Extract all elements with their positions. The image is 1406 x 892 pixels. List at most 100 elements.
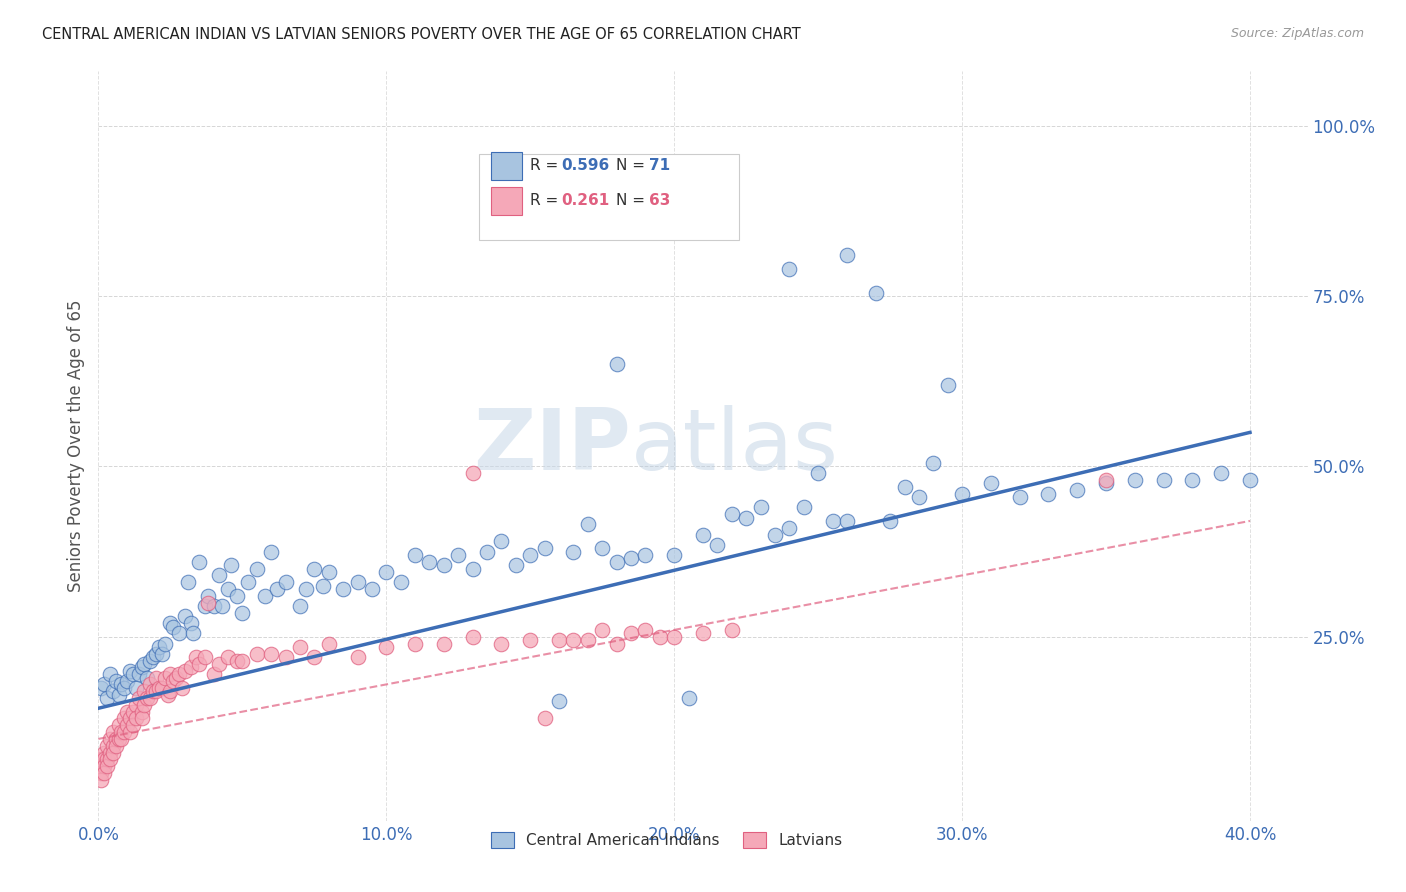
Point (156, 688, 179, 702)
Point (692, 527, 714, 541)
Point (131, 711, 153, 725)
Text: 0.261: 0.261 (561, 194, 610, 209)
Point (217, 650, 239, 665)
Point (110, 731, 132, 746)
Point (188, 657, 211, 671)
Point (389, 575, 412, 590)
Point (260, 544, 283, 558)
Point (183, 626, 205, 640)
Point (461, 561, 484, 575)
Point (145, 671, 167, 685)
Point (260, 647, 283, 661)
Point (1008, 490, 1031, 504)
Point (159, 684, 181, 698)
Point (1239, 473, 1261, 487)
Point (128, 667, 150, 681)
Point (778, 521, 800, 535)
Point (1095, 473, 1118, 487)
Point (231, 654, 253, 668)
Point (211, 599, 233, 613)
Point (664, 630, 686, 644)
Point (188, 555, 211, 569)
Point (194, 599, 217, 613)
Point (1181, 473, 1204, 487)
Text: N =: N = (616, 158, 650, 173)
Point (101, 725, 124, 739)
Point (950, 486, 973, 500)
Point (288, 640, 311, 654)
Point (1123, 473, 1146, 487)
Point (980, 476, 1002, 491)
Point (93, 759, 115, 773)
Point (142, 684, 165, 698)
Point (936, 377, 959, 392)
Point (159, 616, 181, 631)
Point (202, 667, 225, 681)
Point (294, 582, 316, 596)
Point (562, 633, 585, 648)
Point (136, 691, 159, 706)
Point (634, 548, 657, 562)
Point (720, 623, 742, 637)
Text: 71: 71 (648, 158, 669, 173)
Point (778, 261, 800, 276)
Point (706, 538, 728, 552)
Point (461, 467, 484, 481)
Point (104, 673, 127, 688)
Point (548, 633, 571, 648)
Point (346, 650, 368, 665)
Point (236, 575, 259, 590)
Point (533, 711, 555, 725)
Point (134, 684, 156, 698)
Point (120, 664, 142, 678)
Point (246, 561, 269, 575)
Point (606, 636, 628, 650)
Point (101, 739, 124, 753)
Point (194, 650, 217, 665)
Point (318, 636, 340, 650)
Point (821, 514, 844, 528)
Point (150, 681, 173, 695)
Point (180, 660, 202, 674)
Point (219, 558, 242, 573)
Point (93, 746, 115, 760)
Point (162, 673, 184, 688)
Point (90, 766, 112, 780)
Point (101, 746, 124, 760)
Point (122, 667, 145, 681)
Point (274, 575, 297, 590)
Point (254, 589, 277, 603)
Point (332, 582, 354, 596)
Point (318, 565, 340, 579)
Point (110, 677, 132, 691)
Point (139, 691, 162, 706)
Point (418, 555, 440, 569)
Point (375, 640, 398, 654)
Point (98, 752, 121, 766)
Legend: Central American Indians, Latvians: Central American Indians, Latvians (485, 826, 848, 855)
Point (720, 507, 742, 521)
Point (893, 480, 915, 494)
Point (96, 759, 118, 773)
Point (159, 667, 181, 681)
Point (112, 681, 135, 695)
Point (304, 561, 326, 575)
Point (90, 772, 112, 787)
Point (447, 548, 470, 562)
Point (491, 636, 513, 650)
Point (620, 626, 643, 640)
Point (1095, 476, 1118, 491)
Point (112, 725, 135, 739)
Point (749, 500, 772, 515)
Point (112, 711, 135, 725)
Point (505, 558, 527, 573)
Point (664, 548, 686, 562)
Point (225, 654, 247, 668)
Point (125, 698, 148, 712)
Text: 0.596: 0.596 (561, 158, 610, 173)
Point (225, 589, 247, 603)
Point (591, 541, 613, 556)
Point (186, 650, 208, 665)
Point (404, 548, 426, 562)
Point (433, 558, 456, 573)
